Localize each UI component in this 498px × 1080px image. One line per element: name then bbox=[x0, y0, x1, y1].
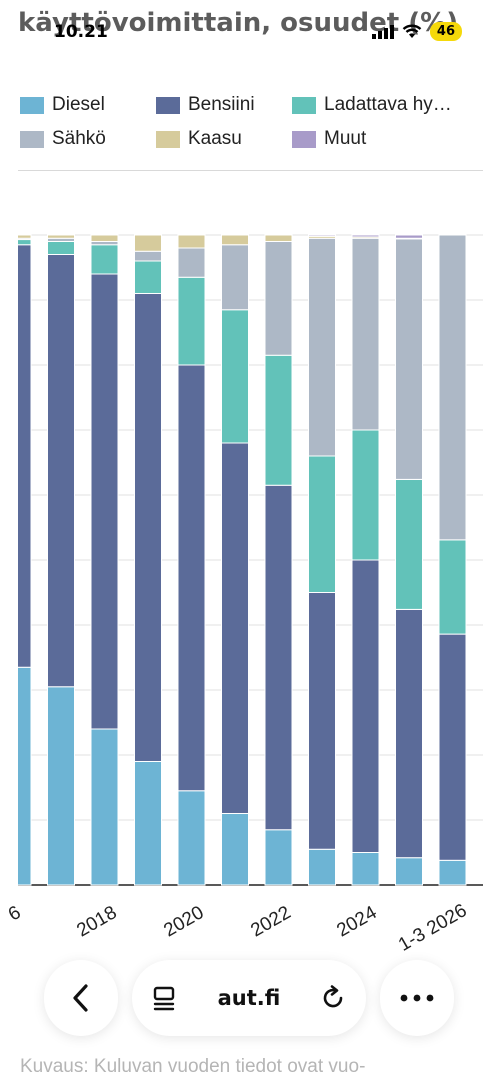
bar-segment-2023-diesel[interactable] bbox=[308, 848, 336, 886]
legend-swatch-sahko bbox=[20, 130, 44, 148]
bar-segment-2020-bensiini[interactable] bbox=[177, 364, 206, 792]
x-tick-label: 2020 bbox=[160, 902, 207, 941]
bar-segment-2021-kaasu[interactable] bbox=[221, 234, 249, 246]
cellular-signal-icon bbox=[371, 24, 394, 39]
legend-label: Kaasu bbox=[188, 128, 242, 149]
bar-segment-2024-sähkö[interactable] bbox=[351, 237, 380, 431]
bar-segment-2020-kaasu[interactable] bbox=[177, 234, 206, 249]
bar-segment-2022-sähkö[interactable] bbox=[264, 241, 293, 356]
x-tick-label: 2018 bbox=[73, 902, 120, 941]
bar-segment-2025-muut[interactable] bbox=[395, 234, 423, 239]
legend-swatch-diesel bbox=[20, 96, 44, 114]
bar-segment-2021-sähkö[interactable] bbox=[221, 244, 249, 311]
bar-segment-2020-diesel[interactable] bbox=[177, 790, 206, 886]
bar-segment-2018-diesel[interactable] bbox=[90, 728, 119, 886]
legend-divider bbox=[18, 170, 483, 171]
bar-segment-2017-diesel[interactable] bbox=[47, 686, 75, 886]
bar-segment-2025-bensiini[interactable] bbox=[395, 608, 423, 859]
bar-segment-2023-sähkö[interactable] bbox=[308, 237, 336, 457]
bar-segment-1-32026-bensiini[interactable] bbox=[438, 633, 467, 861]
legend-item-kaasu[interactable]: Kaasu bbox=[156, 128, 242, 150]
x-tick-label: 1-3 2026 bbox=[395, 900, 470, 956]
x-tick-labels: 6 2018 2020 2022 2024 1-3 2026 bbox=[5, 900, 471, 956]
back-button[interactable] bbox=[44, 960, 118, 1036]
bar-segment-2021-diesel[interactable] bbox=[221, 813, 249, 886]
address-bar[interactable]: aut.fi bbox=[132, 960, 366, 1036]
bar-segment-2024-ladattavahy[interactable] bbox=[351, 429, 380, 561]
legend-item-ladattava[interactable]: Ladattava hy… bbox=[292, 94, 452, 116]
legend-item-muut[interactable]: Muut bbox=[292, 128, 366, 150]
bar-segment-1-32026-ladattavahy[interactable] bbox=[438, 539, 467, 635]
bar-segment-2020-sähkö[interactable] bbox=[177, 247, 206, 278]
bar-segment-2018-kaasu[interactable] bbox=[90, 234, 119, 242]
bar-segment-2023-muut[interactable] bbox=[308, 234, 336, 237]
bar-segment-2019-bensiini[interactable] bbox=[134, 293, 162, 762]
legend-label: Diesel bbox=[52, 94, 105, 115]
bar-segment-2018-bensiini[interactable] bbox=[90, 273, 119, 730]
bar-segment-2023-bensiini[interactable] bbox=[308, 592, 336, 850]
x-tick-label: 2022 bbox=[247, 902, 294, 941]
bar-segment-2024-bensiini[interactable] bbox=[351, 559, 380, 853]
legend-swatch-kaasu bbox=[156, 130, 180, 148]
bar-segment-2023-ladattavahy[interactable] bbox=[308, 455, 336, 593]
reader-mode-icon[interactable] bbox=[152, 985, 178, 1011]
status-icons: 46 bbox=[371, 22, 462, 41]
bar-segment-2020-ladattavahy[interactable] bbox=[177, 276, 206, 366]
legend-item-diesel[interactable]: Diesel bbox=[20, 94, 105, 116]
legend-label: Sähkö bbox=[52, 128, 106, 149]
bars bbox=[0, 200, 467, 960]
bar-segment-2019-ladattavahy[interactable] bbox=[134, 260, 162, 294]
wifi-icon bbox=[402, 24, 422, 38]
more-dots-icon bbox=[400, 994, 434, 1002]
bar-segment-1-32026-sähkö[interactable] bbox=[438, 234, 467, 541]
status-bar: 10.21 46 bbox=[0, 0, 498, 64]
bar-segment-2022-bensiini[interactable] bbox=[264, 484, 293, 831]
bar-segment-2019-sähkö[interactable] bbox=[134, 250, 162, 262]
bar-segment-1-32026-diesel[interactable] bbox=[438, 859, 467, 886]
more-options-button[interactable] bbox=[380, 960, 454, 1036]
bar-segment-2025-ladattavahy[interactable] bbox=[395, 478, 423, 610]
legend-item-sahko[interactable]: Sähkö bbox=[20, 128, 106, 150]
legend-swatch-muut bbox=[292, 130, 316, 148]
legend-item-bensiini[interactable]: Bensiini bbox=[156, 94, 255, 116]
bar-segment-2022-diesel[interactable] bbox=[264, 829, 293, 886]
bar-segment-2024-diesel[interactable] bbox=[351, 852, 380, 886]
bar-segment-2018-ladattavahy[interactable] bbox=[90, 244, 119, 275]
legend-swatch-bensiini bbox=[156, 96, 180, 114]
bar-segment-2025-diesel[interactable] bbox=[395, 857, 423, 886]
legend-label: Ladattava hy… bbox=[324, 94, 452, 115]
stacked-bar-chart: 6 2018 2020 2022 2024 1-3 2026 bbox=[0, 200, 483, 960]
bar-segment-2021-ladattavahy[interactable] bbox=[221, 309, 249, 444]
bar-segment-2017-ladattavahy[interactable] bbox=[47, 241, 75, 255]
x-tick-label: 2024 bbox=[333, 902, 380, 942]
bar-segment-2024-muut[interactable] bbox=[351, 234, 380, 238]
status-time: 10.21 bbox=[54, 22, 108, 42]
bar-segment-2019-kaasu[interactable] bbox=[134, 234, 162, 252]
legend-label: Muut bbox=[324, 128, 367, 149]
url-text: aut.fi bbox=[217, 986, 281, 1010]
chevron-left-icon bbox=[73, 984, 88, 1012]
reload-icon[interactable] bbox=[320, 985, 346, 1011]
legend-label: Bensiini bbox=[188, 94, 255, 115]
chart-caption: Kuvaus: Kuluvan vuoden tiedot ovat vuo- bbox=[20, 1056, 366, 1077]
bar-segment-2017-bensiini[interactable] bbox=[47, 254, 75, 688]
bar-segment-2017-kaasu[interactable] bbox=[47, 234, 75, 239]
bar-segment-2019-diesel[interactable] bbox=[134, 761, 162, 886]
bar-segment-2022-ladattavahy[interactable] bbox=[264, 354, 293, 486]
browser-toolbar: aut.fi bbox=[0, 960, 498, 1040]
bar-segment-2021-bensiini[interactable] bbox=[221, 442, 249, 814]
legend-swatch-ladattava bbox=[292, 96, 316, 114]
bar-segment-2022-kaasu[interactable] bbox=[264, 234, 293, 242]
bar-segment-2025-sähkö[interactable] bbox=[395, 238, 423, 480]
scroll-clip bbox=[0, 200, 18, 960]
battery-icon: 46 bbox=[429, 22, 462, 41]
